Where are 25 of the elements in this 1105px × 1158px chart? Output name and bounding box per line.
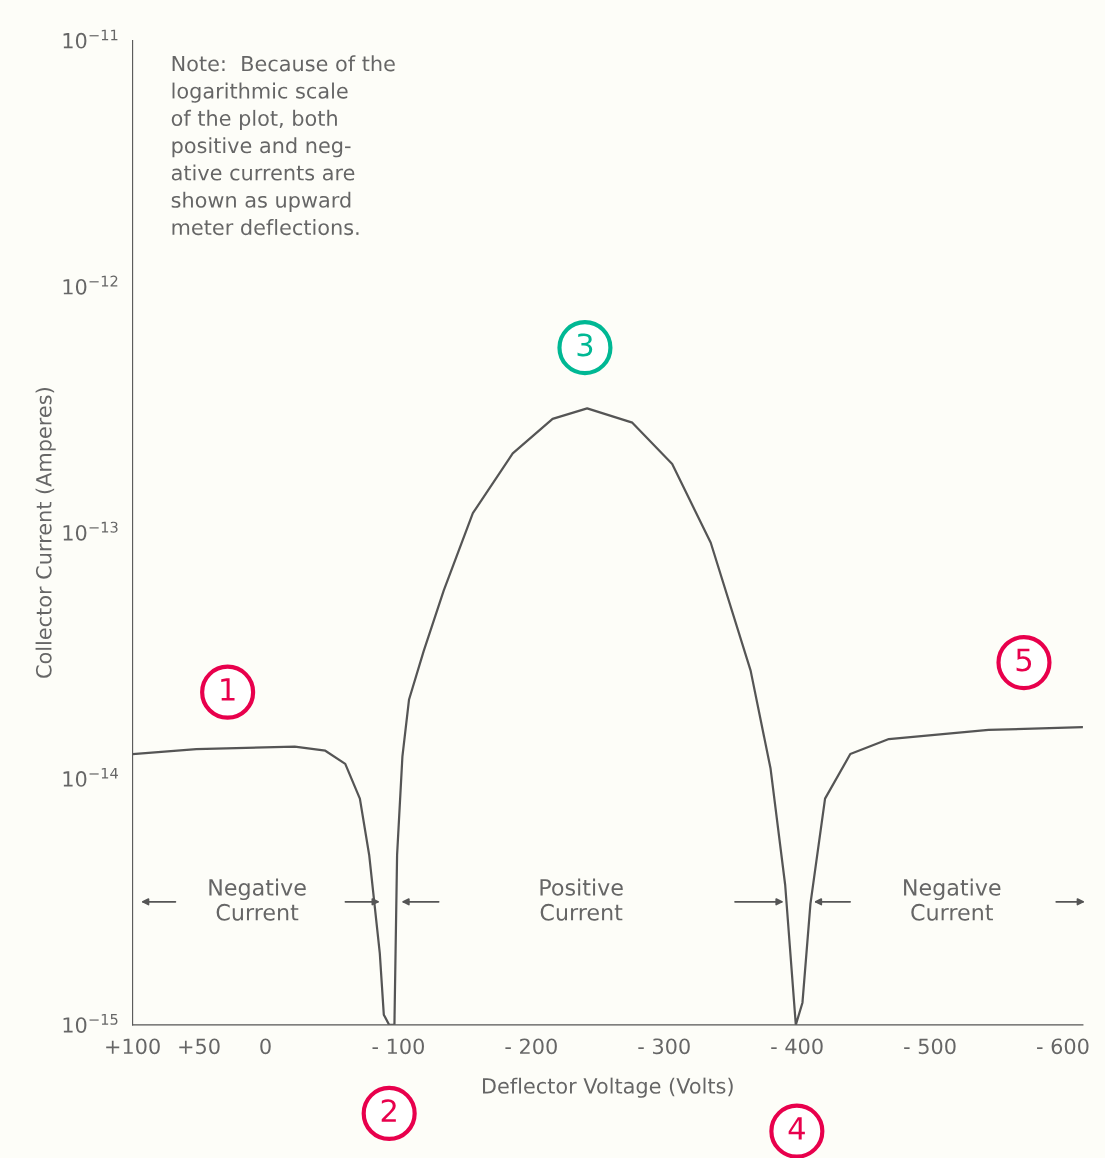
x-axis-title: Deflector Voltage (Volts) bbox=[483, 1077, 733, 1098]
annotation: Note: Because of the logarithmic scale of the plot, both positive and neg- ative currents are shown as upward meter deflections. bbox=[171, 55, 395, 236]
y-tick-label: 10$^{−13}$ bbox=[63, 521, 118, 541]
x-tick-label: - 200 bbox=[505, 1038, 557, 1055]
x-tick-label: - 400 bbox=[771, 1038, 823, 1055]
annotation: Positive Current bbox=[540, 878, 623, 921]
x-tick-label: - 300 bbox=[638, 1038, 690, 1055]
y-axis-title: Collector Current (Amperes) bbox=[35, 388, 56, 678]
y-tick-label: 10$^{−14}$ bbox=[63, 767, 118, 787]
x-tick-label: 0 bbox=[260, 1038, 271, 1055]
x-tick-label: - 100 bbox=[372, 1038, 424, 1055]
annotation: 5 bbox=[1016, 648, 1032, 672]
annotation: Negative Current bbox=[904, 878, 1001, 921]
x-tick-label: +50 bbox=[179, 1038, 220, 1055]
y-tick-label: 10$^{−15}$ bbox=[63, 1013, 118, 1033]
annotation: 3 bbox=[577, 333, 593, 357]
annotation: 1 bbox=[221, 678, 235, 701]
annotation: Negative Current bbox=[209, 878, 306, 921]
y-tick-label: 10$^{−11}$ bbox=[63, 29, 118, 49]
y-tick-label: 10$^{−12}$ bbox=[63, 275, 118, 295]
text: 4 bbox=[788, 1117, 805, 1140]
x-tick-label: - 600 bbox=[1037, 1038, 1089, 1055]
x-tick-label: - 500 bbox=[904, 1038, 956, 1055]
x-tick-label: +100 bbox=[106, 1038, 160, 1055]
text: 2 bbox=[381, 1099, 396, 1122]
